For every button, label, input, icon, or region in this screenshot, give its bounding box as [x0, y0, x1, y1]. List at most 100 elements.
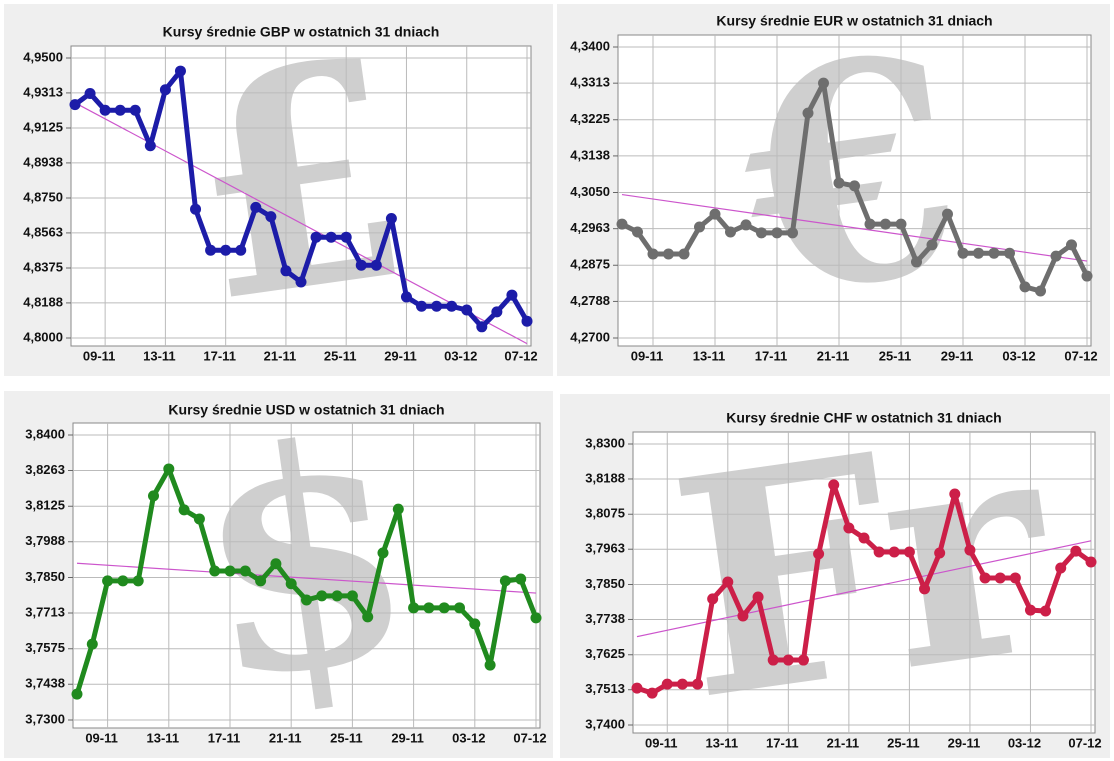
x-tick-label: 21-11	[817, 348, 850, 363]
x-tick-label: 17-11	[755, 348, 788, 363]
x-tick-label: 25-11	[887, 735, 920, 750]
data-point	[648, 249, 659, 260]
data-point	[446, 301, 457, 312]
data-point	[311, 232, 322, 243]
y-tick-label: 3,7850	[25, 569, 65, 584]
data-point	[439, 602, 450, 613]
data-point	[270, 558, 281, 569]
y-tick-label: 3,7625	[585, 646, 625, 661]
y-tick-label: 4,3313	[570, 75, 610, 90]
data-point	[934, 547, 945, 558]
data-point	[1086, 557, 1097, 568]
data-point	[973, 248, 984, 259]
data-point	[927, 239, 938, 250]
x-tick-label: 07-12	[504, 348, 537, 363]
data-point	[163, 463, 174, 474]
data-point	[85, 88, 96, 99]
data-point	[904, 547, 915, 558]
data-point	[175, 66, 186, 77]
x-tick-label: 09-11	[83, 348, 116, 363]
data-point	[798, 655, 809, 666]
data-point	[874, 547, 885, 558]
y-tick-label: 3,8125	[25, 498, 65, 513]
data-point	[843, 522, 854, 533]
data-point	[663, 249, 674, 260]
data-point	[772, 227, 783, 238]
data-point	[849, 180, 860, 191]
data-point	[485, 660, 496, 671]
data-point	[423, 602, 434, 613]
y-tick-label: 3,8188	[585, 470, 625, 485]
y-tick-label: 3,7300	[25, 711, 65, 726]
y-tick-label: 4,8188	[23, 294, 63, 309]
y-tick-label: 4,3138	[570, 147, 610, 162]
data-point	[707, 593, 718, 604]
data-point	[1004, 248, 1015, 259]
data-point	[632, 226, 643, 237]
y-tick-label: 3,8263	[25, 462, 65, 477]
x-tick-label: 07-12	[513, 730, 546, 745]
data-point	[1035, 286, 1046, 297]
data-point	[737, 611, 748, 622]
chart-grid: Kursy średnie GBP w ostatnich 31 dniach£…	[0, 0, 1114, 761]
data-point	[296, 277, 307, 288]
chart-panel: Kursy średnie CHF w ostatnich 31 dniachF…	[560, 366, 1110, 761]
x-tick-label: 29-11	[391, 730, 424, 745]
data-point	[491, 306, 502, 317]
data-point	[1020, 281, 1031, 292]
data-point	[949, 488, 960, 499]
data-point	[662, 679, 673, 690]
data-point	[115, 105, 126, 116]
data-point	[194, 513, 205, 524]
data-point	[995, 572, 1006, 583]
x-tick-label: 13-11	[143, 348, 176, 363]
data-point	[148, 490, 159, 501]
data-point	[371, 260, 382, 271]
x-tick-label: 17-11	[208, 730, 241, 745]
x-tick-label: 07-12	[1064, 348, 1097, 363]
x-tick-label: 21-11	[827, 735, 860, 750]
x-tick-label: 13-11	[693, 348, 726, 363]
y-tick-label: 4,2700	[570, 329, 610, 344]
data-point	[710, 209, 721, 220]
data-point	[725, 226, 736, 237]
data-point	[813, 548, 824, 559]
y-tick-label: 4,3050	[570, 184, 610, 199]
data-point	[235, 245, 246, 256]
data-point	[741, 219, 752, 230]
data-point	[958, 248, 969, 259]
x-tick-label: 25-11	[879, 348, 912, 363]
data-point	[753, 591, 764, 602]
y-tick-label: 3,8075	[585, 506, 625, 521]
data-point	[378, 547, 389, 558]
data-point	[408, 602, 419, 613]
y-tick-label: 4,2875	[570, 257, 610, 272]
data-point	[1010, 572, 1021, 583]
data-point	[431, 301, 442, 312]
data-point	[190, 204, 201, 215]
y-tick-label: 3,7738	[585, 611, 625, 626]
x-tick-label: 07-12	[1068, 735, 1101, 750]
data-point	[1055, 562, 1066, 573]
data-point	[679, 249, 690, 260]
data-point	[1051, 251, 1062, 262]
x-tick-label: 29-11	[384, 348, 417, 363]
data-point	[834, 177, 845, 188]
data-point	[347, 590, 358, 601]
y-tick-label: 4,2963	[570, 220, 610, 235]
data-point	[286, 578, 297, 589]
data-point	[787, 227, 798, 238]
x-tick-label: 17-11	[203, 348, 236, 363]
data-point	[1040, 606, 1051, 617]
data-point	[100, 105, 111, 116]
data-point	[87, 639, 98, 650]
y-tick-label: 4,8750	[23, 189, 63, 204]
x-tick-label: 09-11	[645, 735, 678, 750]
y-tick-label: 3,8300	[585, 435, 625, 450]
data-point	[386, 213, 397, 224]
y-tick-label: 3,7438	[25, 676, 65, 691]
data-point	[240, 566, 251, 577]
data-point	[859, 532, 870, 543]
y-tick-label: 4,9125	[23, 119, 63, 134]
y-tick-label: 3,7513	[585, 681, 625, 696]
